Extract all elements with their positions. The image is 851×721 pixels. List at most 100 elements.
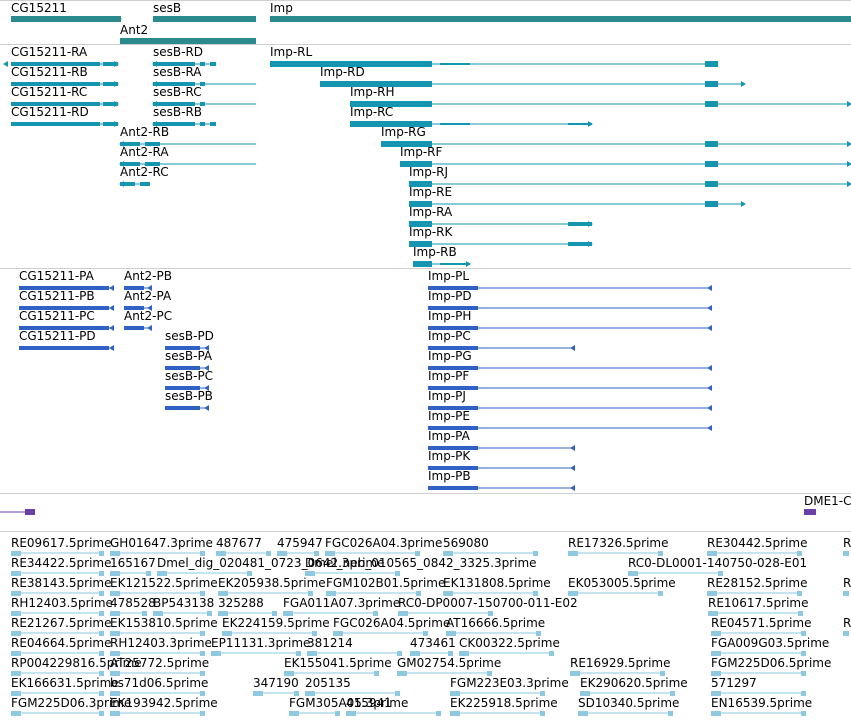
transcript-exon[interactable]: [200, 62, 205, 66]
protein-segment[interactable]: [428, 406, 478, 410]
transcript-exon[interactable]: [705, 181, 718, 187]
est-feature[interactable]: [305, 691, 315, 696]
transcript-exon[interactable]: [153, 62, 195, 66]
est-feature[interactable]: [284, 671, 294, 676]
est-feature[interactable]: [11, 671, 21, 676]
est-feature[interactable]: [99, 571, 104, 576]
protein-segment[interactable]: [19, 346, 109, 350]
est-feature[interactable]: [289, 711, 299, 716]
est-feature[interactable]: [99, 551, 104, 556]
transcript-exon[interactable]: [718, 143, 851, 145]
est-feature[interactable]: [200, 691, 205, 696]
est-feature[interactable]: [658, 591, 663, 596]
est-feature[interactable]: [395, 691, 400, 696]
est-feature[interactable]: [670, 691, 675, 696]
transcript-exon[interactable]: [705, 81, 718, 87]
protein-segment[interactable]: [165, 346, 200, 350]
est-feature[interactable]: [397, 651, 402, 656]
gene-feature-cg15211[interactable]: [11, 16, 121, 22]
est-feature[interactable]: [398, 611, 408, 616]
est-feature[interactable]: [658, 551, 663, 556]
est-feature[interactable]: [307, 651, 317, 656]
est-feature[interactable]: [446, 631, 456, 636]
est-feature[interactable]: [110, 611, 120, 616]
est-feature[interactable]: [277, 551, 287, 556]
transcript-exon[interactable]: [440, 63, 470, 65]
est-feature[interactable]: [533, 551, 538, 556]
transcript-exon[interactable]: [718, 183, 851, 185]
transcript-exon[interactable]: [210, 122, 216, 126]
repeat-feature[interactable]: [25, 509, 35, 515]
est-feature[interactable]: [99, 671, 104, 676]
est-feature[interactable]: [443, 591, 453, 596]
est-feature[interactable]: [283, 611, 293, 616]
transcript-exon[interactable]: [409, 241, 432, 247]
est-feature[interactable]: [11, 591, 21, 596]
est-feature[interactable]: [443, 551, 453, 556]
protein-segment[interactable]: [428, 346, 478, 350]
est-feature[interactable]: [373, 611, 378, 616]
est-feature[interactable]: [335, 711, 340, 716]
est-feature[interactable]: [110, 651, 120, 656]
est-feature[interactable]: [487, 671, 492, 676]
est-feature[interactable]: [253, 691, 263, 696]
est-feature[interactable]: [448, 651, 453, 656]
est-feature[interactable]: [99, 611, 104, 616]
est-feature[interactable]: [397, 671, 407, 676]
est-feature[interactable]: [218, 591, 228, 596]
est-feature[interactable]: [110, 671, 120, 676]
protein-segment[interactable]: [165, 366, 200, 370]
protein-segment[interactable]: [124, 326, 144, 330]
est-feature[interactable]: [153, 611, 163, 616]
est-feature[interactable]: [11, 711, 21, 716]
est-feature[interactable]: [200, 651, 205, 656]
protein-segment[interactable]: [19, 306, 109, 310]
transcript-exon[interactable]: [103, 82, 118, 86]
est-feature[interactable]: [374, 671, 379, 676]
est-feature[interactable]: [110, 591, 120, 596]
est-feature[interactable]: [568, 591, 578, 596]
est-feature[interactable]: [536, 631, 541, 636]
transcript-exon[interactable]: [705, 61, 718, 67]
transcript-exon[interactable]: [210, 103, 256, 105]
protein-segment[interactable]: [428, 326, 478, 330]
transcript-exon[interactable]: [568, 242, 592, 246]
transcript-exon[interactable]: [200, 102, 205, 106]
est-feature[interactable]: [423, 631, 428, 636]
transcript-exon[interactable]: [200, 82, 205, 86]
protein-segment[interactable]: [428, 486, 478, 490]
transcript-exon[interactable]: [153, 102, 195, 106]
transcript-exon[interactable]: [381, 141, 432, 147]
est-feature[interactable]: [11, 651, 21, 656]
transcript-exon[interactable]: [11, 122, 100, 126]
transcript-exon[interactable]: [718, 83, 745, 85]
est-feature[interactable]: [99, 631, 104, 636]
protein-segment[interactable]: [428, 426, 478, 430]
est-feature[interactable]: [200, 551, 205, 556]
gene-feature-ant2[interactable]: [120, 38, 256, 44]
est-feature[interactable]: [99, 691, 104, 696]
est-feature[interactable]: [110, 571, 120, 576]
est-feature[interactable]: [415, 551, 420, 556]
transcript-exon[interactable]: [705, 141, 718, 147]
transcript-exon[interactable]: [145, 162, 160, 166]
transcript-exon[interactable]: [409, 201, 432, 207]
transcript-exon[interactable]: [103, 122, 118, 126]
transcript-exon[interactable]: [153, 82, 195, 86]
est-feature[interactable]: [843, 591, 849, 596]
protein-segment[interactable]: [124, 286, 144, 290]
est-feature[interactable]: [395, 571, 400, 576]
transcript-exon[interactable]: [440, 123, 470, 125]
transcript-exon[interactable]: [440, 263, 470, 265]
est-feature[interactable]: [11, 571, 21, 576]
est-feature[interactable]: [294, 691, 299, 696]
est-feature[interactable]: [540, 711, 545, 716]
transcript-exon[interactable]: [718, 103, 851, 105]
transcript-exon[interactable]: [705, 201, 718, 207]
est-feature[interactable]: [450, 711, 460, 716]
transcript-exon[interactable]: [718, 203, 745, 205]
est-feature[interactable]: [707, 551, 717, 556]
protein-segment[interactable]: [165, 406, 200, 410]
transcript-exon[interactable]: [568, 222, 592, 226]
